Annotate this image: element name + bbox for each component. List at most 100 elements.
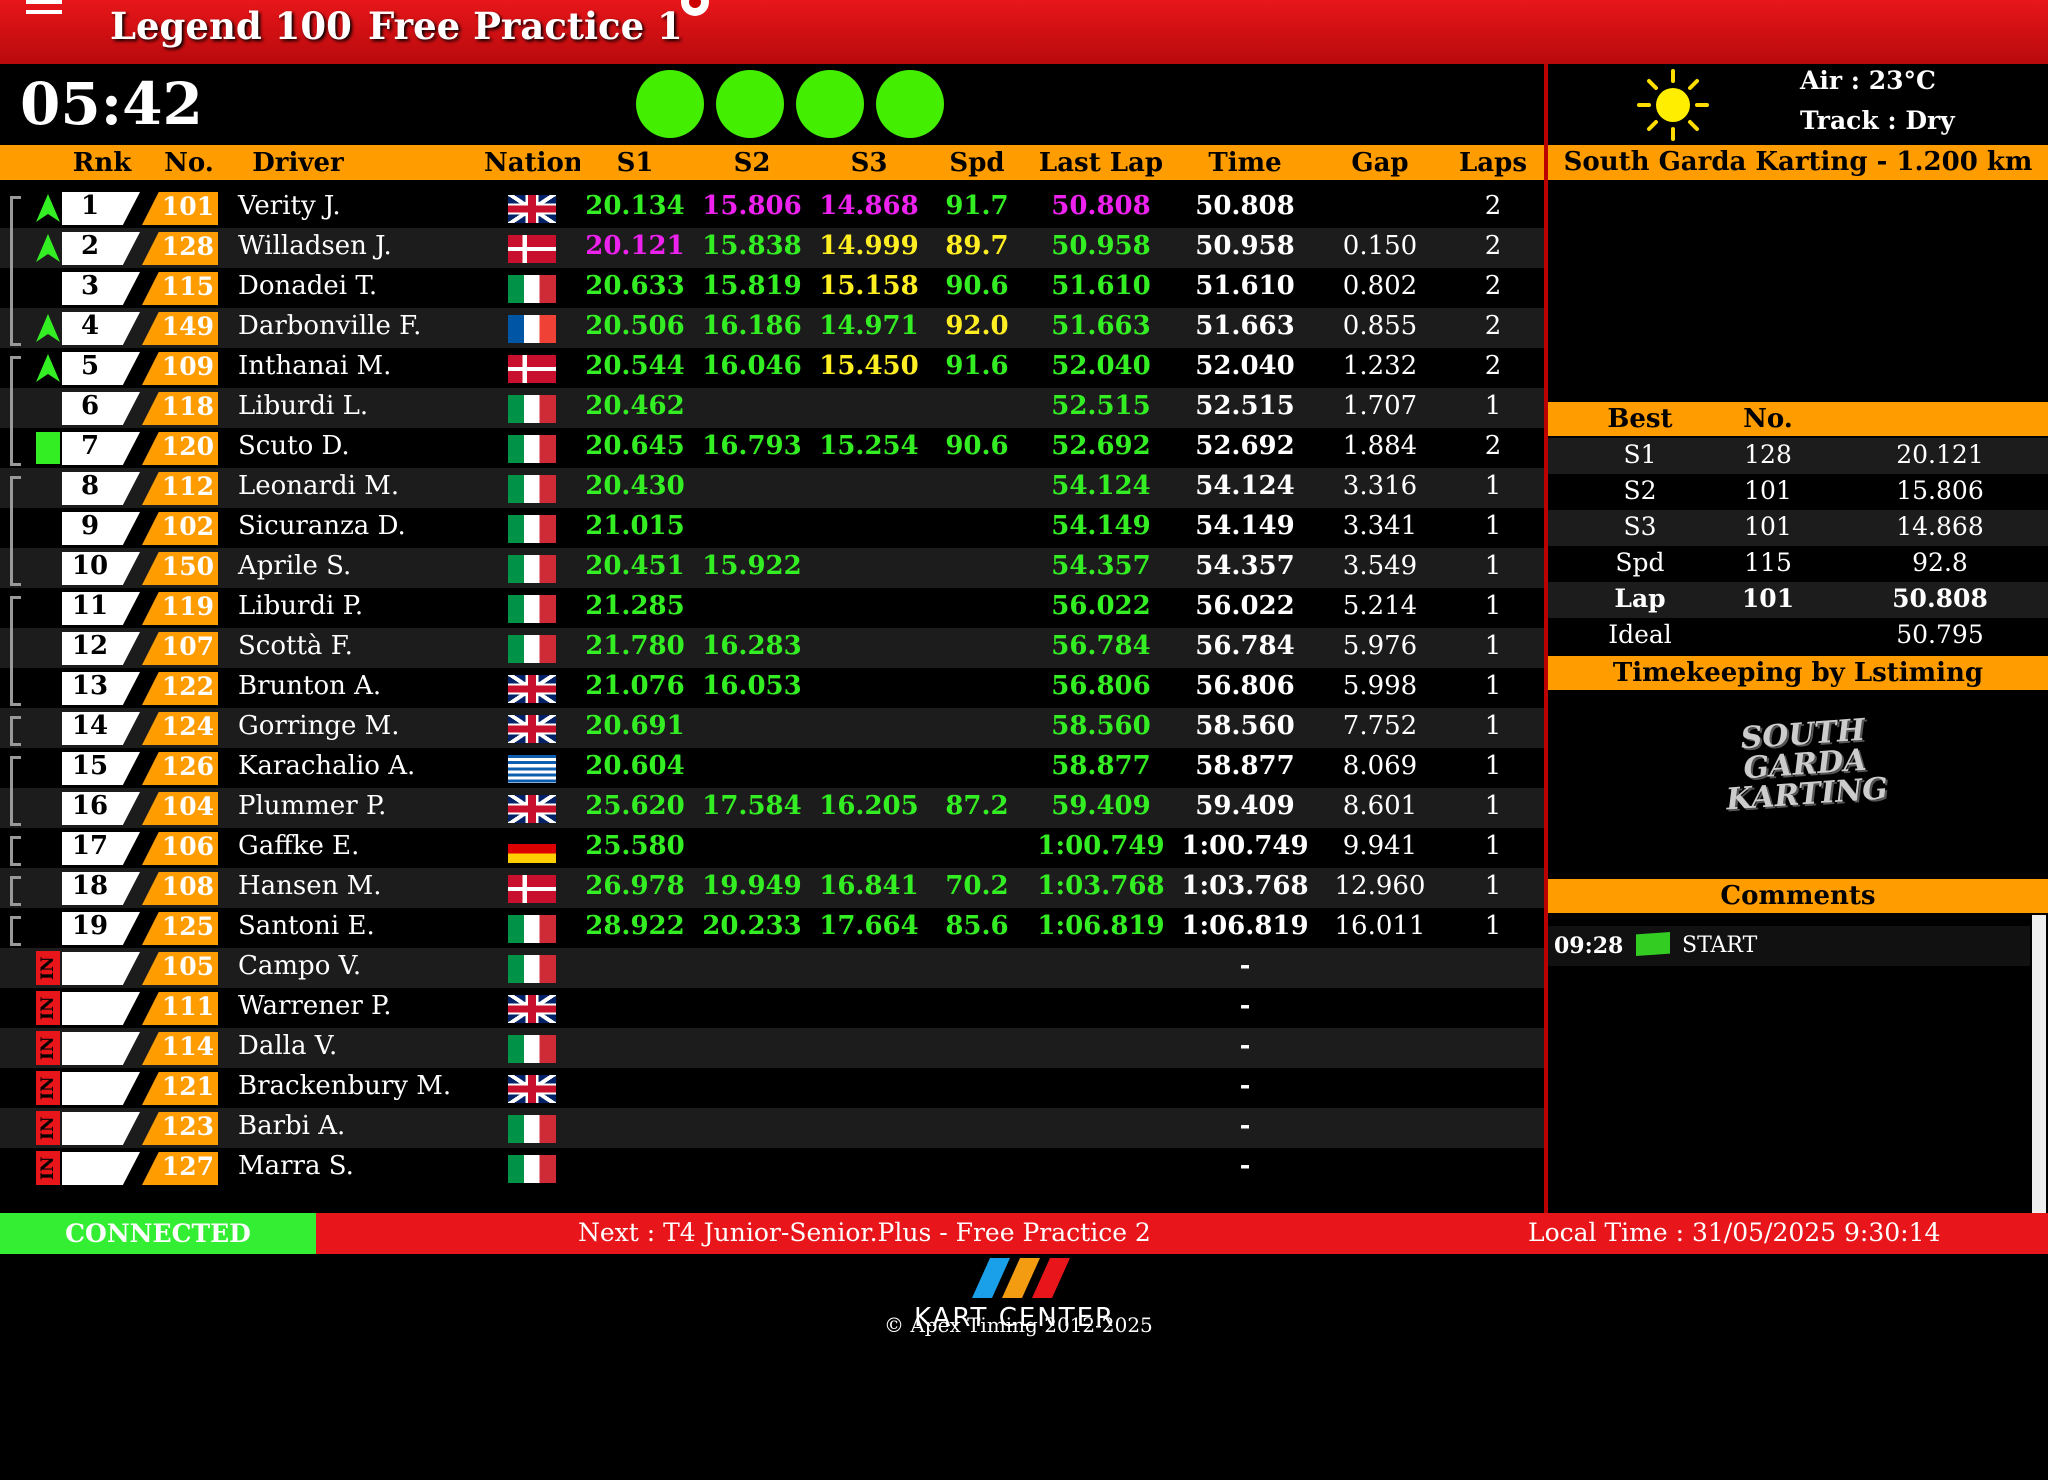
row-background [0, 188, 1544, 228]
driver-name: Scuto D. [238, 431, 350, 461]
last-cell: 52.515 [1051, 391, 1151, 421]
last-cell: 56.784 [1051, 631, 1151, 661]
driver-name: Sicuranza D. [238, 511, 406, 541]
s3-cell: 15.450 [819, 351, 919, 381]
column-header: S2 [733, 148, 771, 178]
best-header: No. [1743, 404, 1793, 434]
s2-cell: 16.283 [702, 631, 802, 661]
last-cell: 56.806 [1051, 671, 1151, 701]
kart-number: 126 [161, 752, 214, 781]
best-row [1548, 474, 2048, 510]
driver-name: Santoni E. [238, 911, 375, 941]
row-background [0, 948, 1544, 988]
settings-icon[interactable] [674, 0, 716, 22]
flag [508, 515, 556, 543]
column-header: S1 [616, 148, 654, 178]
driver-name: Warrener P. [238, 991, 392, 1021]
driver-name: Brackenbury M. [238, 1071, 452, 1101]
brand: KART CENTER [914, 1303, 1116, 1333]
flag [508, 595, 556, 623]
track-logo: SOUTH GARDA KARTING [1725, 712, 1890, 818]
last-cell: 1:03.768 [1037, 871, 1165, 901]
flag [508, 635, 556, 663]
flag [508, 715, 556, 743]
best-value: 50.808 [1892, 584, 1988, 613]
rank: 18 [71, 871, 109, 901]
timekeeping-bar: Timekeeping by Lstiming [1548, 656, 2048, 690]
last-cell: 54.124 [1051, 471, 1151, 501]
status-bar [316, 1213, 2048, 1254]
gap-cell: 1.707 [1342, 391, 1418, 421]
gap-cell: 5.214 [1342, 591, 1418, 621]
session-timer: 05:42 [20, 70, 203, 138]
group-bracket [10, 476, 21, 586]
last-cell: 52.040 [1051, 351, 1151, 381]
spd-cell: 87.2 [945, 791, 1009, 821]
laps-cell: 1 [1484, 751, 1502, 781]
row-background [0, 1108, 1544, 1148]
group-bracket [10, 356, 21, 466]
laps-cell: 1 [1484, 391, 1502, 421]
group-bracket [10, 836, 21, 866]
gap-cell: 8.601 [1342, 791, 1418, 821]
position-gain-arrow [36, 194, 60, 222]
gap-cell: 7.752 [1342, 711, 1418, 741]
driver-name: Willadsen J. [238, 231, 392, 261]
driver-name: Verity J. [238, 191, 341, 221]
menu-icon[interactable] [26, 0, 62, 20]
spd-cell: 91.6 [945, 351, 1009, 381]
row-background [0, 268, 1544, 308]
driver-name: Marra S. [238, 1151, 354, 1181]
flag [508, 195, 556, 223]
s1-cell: 20.430 [585, 471, 685, 501]
last-cell: 51.610 [1051, 271, 1151, 301]
s2-cell: 15.838 [702, 231, 802, 261]
driver-name: Donadei T. [238, 271, 378, 301]
flag [508, 835, 556, 863]
pit-status: IN [36, 951, 60, 985]
row-background [0, 548, 1544, 588]
gap-cell: 12.960 [1334, 871, 1426, 901]
laps-cell: 1 [1484, 591, 1502, 621]
gap-cell: 3.341 [1342, 511, 1418, 541]
best-header-bar [1548, 402, 2048, 436]
flag [508, 1115, 556, 1143]
group-bracket [10, 716, 21, 746]
s2-cell: 19.949 [702, 871, 802, 901]
laps-cell: 1 [1484, 831, 1502, 861]
driver-name: Barbi A. [238, 1111, 346, 1141]
kart-number: 111 [161, 992, 214, 1021]
last-cell: 54.149 [1051, 511, 1151, 541]
last-cell: 51.663 [1051, 311, 1151, 341]
pit-status: IN [36, 1151, 60, 1185]
s1-cell: 20.544 [585, 351, 685, 381]
driver-name: Karachalio A. [238, 751, 416, 781]
time-cell: 58.877 [1195, 751, 1295, 781]
gap-cell: 1.884 [1342, 431, 1418, 461]
column-header: Nation [484, 148, 580, 178]
last-cell: 1:00.749 [1037, 831, 1165, 861]
best-row [1548, 618, 2048, 654]
best-value: 15.806 [1896, 476, 1984, 505]
gap-cell: 9.941 [1342, 831, 1418, 861]
row-background [0, 788, 1544, 828]
kart-number: 119 [161, 592, 214, 621]
kart-number: 123 [161, 1112, 214, 1141]
rank: 17 [71, 831, 109, 861]
pit-status: IN [36, 1071, 60, 1105]
scrollbar[interactable] [2032, 915, 2046, 1213]
flag [508, 1075, 556, 1103]
pit-status: IN [36, 991, 60, 1025]
laps-cell: 1 [1484, 511, 1502, 541]
s2-cell: 16.053 [702, 671, 802, 701]
time-cell: 54.357 [1195, 551, 1295, 581]
gap-cell: 3.549 [1342, 551, 1418, 581]
time-cell: 1:06.819 [1181, 911, 1309, 941]
last-cell: 59.409 [1051, 791, 1151, 821]
comments-title: Comments [1548, 879, 2048, 913]
driver-name: Plummer P. [238, 791, 387, 821]
group-bracket [10, 196, 21, 346]
gap-cell: 8.069 [1342, 751, 1418, 781]
best-label: Spd [1615, 548, 1665, 577]
best-row [1548, 438, 2048, 474]
